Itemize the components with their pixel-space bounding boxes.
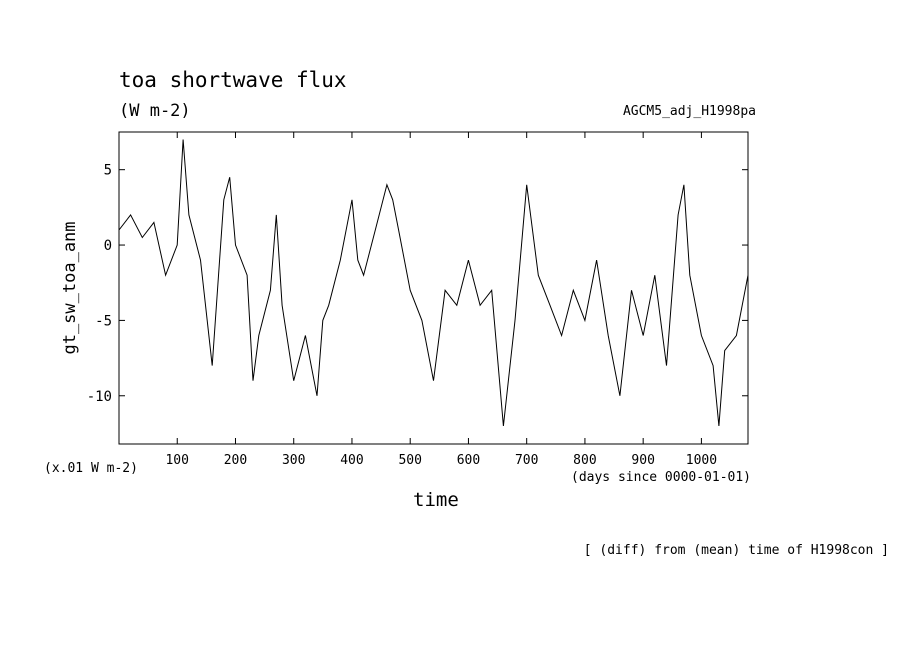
plot-frame — [118, 131, 749, 445]
y-tick-label: 5 — [104, 163, 112, 179]
x-tick-label: 100 — [165, 453, 188, 468]
x-tick-label: 700 — [515, 453, 538, 468]
x-tick-label: 1000 — [686, 453, 717, 468]
chart-units: (W m-2) — [119, 101, 191, 121]
x-tick-label: 600 — [457, 453, 480, 468]
x-tick-label: 400 — [340, 453, 363, 468]
x-tick-label: 900 — [631, 453, 654, 468]
axis-ticks: 100 200 300 400 500 600 700 800 900 1000 5 0 -5 -10 — [87, 132, 748, 468]
dataset-label: AGCM5_adj_H1998pa — [622, 104, 756, 119]
y-tick-label: 0 — [104, 238, 112, 254]
x-tick-label: 500 — [398, 453, 421, 468]
y-scale-note: (x.01 W m-2) — [44, 461, 138, 476]
series-line-0 — [118, 139, 749, 426]
footnote: [ (diff) from (mean) time of H1998con ] — [583, 543, 889, 558]
x-tick-label: 300 — [282, 453, 305, 468]
y-tick-label: -5 — [95, 313, 112, 329]
y-tick-label: -10 — [87, 389, 112, 405]
x-axis-label: time — [413, 489, 459, 511]
x-tick-label: 800 — [573, 453, 596, 468]
x-tick-label: 200 — [224, 453, 247, 468]
series-group — [118, 139, 749, 426]
x-axis-units: (days since 0000-01-01) — [571, 470, 752, 485]
chart-title: toa shortwave flux — [119, 68, 347, 92]
